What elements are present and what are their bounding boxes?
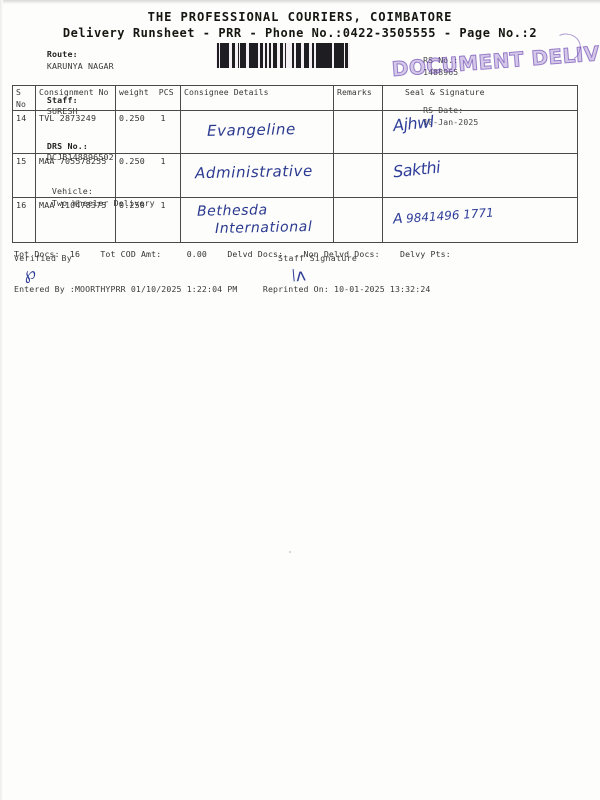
cell-seal-signature: A 9841496 1771 [382, 197, 578, 243]
meta-rs-no-value: 1488965 [423, 67, 459, 77]
verified-by-label: Verified By [14, 253, 73, 263]
footer-summary: Tot Docs: 16 Tot COD Amt: 0.00 Delvd Doc… [14, 226, 580, 318]
col-consignee-details: Consignee Details [180, 85, 334, 111]
scan-edge-top [0, 0, 600, 4]
scan-edge-left [0, 0, 3, 800]
staff-signature-mark: ꘡ᴧ [291, 265, 308, 287]
table-row: 14 TVL 2873249 0.250 1 Evangeline Ajhwl [12, 110, 578, 154]
meta-route-label: Route: [46, 49, 78, 60]
cell-remarks [333, 153, 383, 198]
document-subtitle: Delivery Runsheet - PRR - Phone No.:0422… [62, 26, 538, 40]
handwritten-consignee-name: Evangeline [206, 120, 297, 140]
staff-signature-label: Staff Signature [278, 253, 358, 263]
handwritten-phone-number: 9841496 1771 [405, 205, 495, 226]
consignment-table: S No Consignment No weight PCS Consignee… [12, 85, 578, 243]
cell-consignment-no: MAA 705578255 [35, 153, 116, 198]
cell-s-no: 14 [12, 110, 36, 154]
meta-route: Route: KARUNYA NAGAR [16, 38, 155, 84]
cell-consignment-no: TVL 2873249 [35, 110, 116, 154]
cell-consignee-details: Administrative [180, 153, 334, 198]
col-consignment-no: Consignment No [35, 85, 116, 111]
col-remarks: Remarks [333, 85, 383, 111]
signature-area: Verified By ℘ Staff Signature ꘡ᴧ [14, 253, 580, 295]
verified-by-signature: ℘ [22, 263, 38, 285]
cell-consignment-no: MAA 110478375 [35, 197, 116, 243]
meta-rs-no: RS No.: 1488965 [393, 41, 478, 91]
cell-remarks [333, 197, 383, 243]
scan-speck [289, 551, 291, 553]
table-header-row: S No Consignment No weight PCS Consignee… [12, 85, 578, 111]
cell-seal-signature: Sakthi [382, 153, 578, 198]
footer-entered-line: Entered By :MOORTHYPRR 01/10/2025 1:22:0… [14, 283, 431, 294]
table-row: 15 MAA 705578255 0.250 1 Administrative … [12, 153, 578, 198]
meta-route-value: KARUNYA NAGAR [46, 60, 114, 71]
cell-s-no: 15 [12, 153, 36, 198]
col-weight-pcs: weight PCS [115, 85, 181, 111]
col-seal-signature: Seal & Signature [382, 85, 578, 111]
footer-totals-line: Tot Docs: 16 Tot COD Amt: 0.00 Delvd Doc… [14, 249, 451, 259]
runsheet-barcode [216, 43, 350, 68]
handwritten-signature: Ajhwl [392, 111, 435, 136]
handwritten-signature-initial: A [392, 210, 403, 228]
cell-s-no: 16 [12, 197, 36, 243]
col-s-no: S No [12, 85, 36, 111]
cell-weight-pcs: 0.250 1 [115, 153, 181, 198]
cell-consignee-details: Bethesda International [180, 197, 334, 243]
meta-rs-no-label: RS No.: [423, 54, 459, 65]
handwritten-signature: A 9841496 1771 [393, 205, 495, 228]
cell-weight-pcs: 0.250 1 [115, 110, 181, 154]
cell-seal-signature: Ajhwl [382, 110, 578, 154]
handwritten-signature: Sakthi [392, 157, 441, 182]
table-row: 16 MAA 110478375 0.250 1 Bethesda Intern… [12, 197, 578, 243]
cell-consignee-details: Evangeline [180, 110, 334, 154]
company-title: THE PROFESSIONAL COURIERS, COIMBATORE [147, 10, 453, 24]
cell-remarks [333, 110, 383, 154]
handwritten-consignee-name: Administrative [194, 161, 314, 183]
handwritten-consignee-name-line1: Bethesda [196, 202, 268, 220]
